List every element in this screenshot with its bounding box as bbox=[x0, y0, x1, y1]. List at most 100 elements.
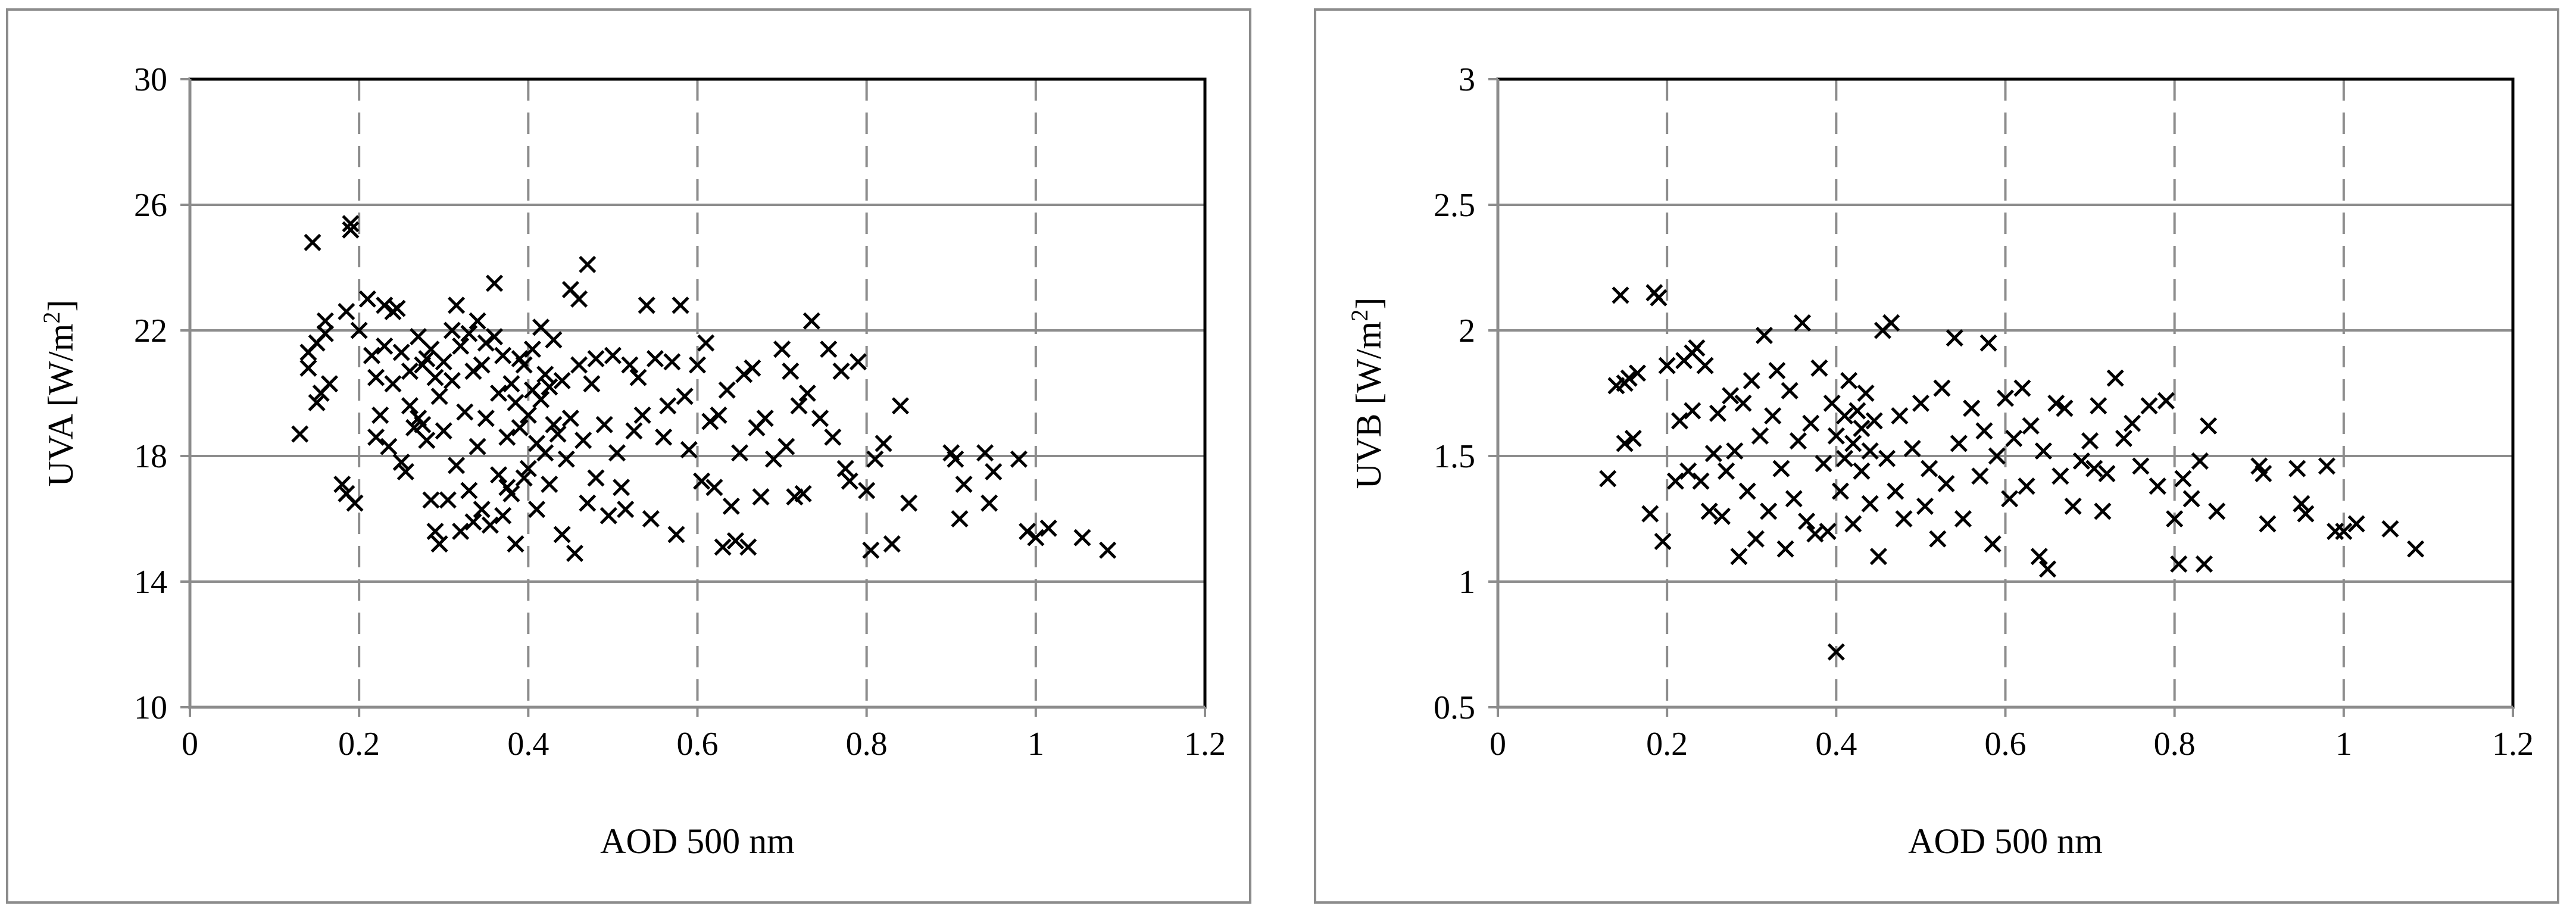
uva-data-point-154 bbox=[790, 397, 808, 415]
uvb-data-point-117 bbox=[2170, 555, 2188, 573]
uva-data-point-56 bbox=[460, 482, 478, 499]
uva-data-point-135 bbox=[701, 413, 719, 430]
uva-data-point-42 bbox=[426, 523, 444, 541]
uva-x-tick-label-2: 0.4 bbox=[507, 726, 549, 763]
uva-data-point-144 bbox=[739, 538, 757, 556]
uvb-data-point-66 bbox=[1865, 412, 1883, 430]
uva-data-point-142 bbox=[731, 444, 749, 462]
uva-data-point-168 bbox=[875, 435, 892, 452]
uvb-y-axis-title-main: UVB [W/m bbox=[1349, 321, 1388, 489]
uva-data-point-7 bbox=[316, 324, 334, 342]
uva-data-point-3 bbox=[304, 233, 321, 251]
uva-x-tick-label-6: 1.2 bbox=[1184, 726, 1226, 763]
uva-y-axis-title-sup: 2 bbox=[38, 312, 65, 324]
uvb-y-tick-label-0: 0.5 bbox=[1434, 689, 1475, 726]
uvb-data-point-11 bbox=[1654, 532, 1672, 551]
uva-data-point-136 bbox=[705, 479, 723, 496]
uva-data-point-167 bbox=[866, 450, 884, 468]
uva-data-point-19 bbox=[367, 369, 385, 386]
uva-data-point-29 bbox=[392, 454, 410, 471]
uva-y-axis-title-tail: ] bbox=[41, 300, 80, 312]
uva-data-point-78 bbox=[507, 394, 524, 411]
uvb-data-point-126 bbox=[2259, 515, 2277, 533]
uvb-data-point-53 bbox=[1827, 427, 1845, 445]
uva-data-point-123 bbox=[642, 510, 660, 528]
uva-data-point-125 bbox=[655, 428, 673, 446]
uva-data-point-112 bbox=[595, 416, 613, 433]
uva-data-point-124 bbox=[646, 349, 664, 368]
uva-y-tick-label-3: 22 bbox=[134, 313, 167, 349]
uvb-data-point-14 bbox=[1671, 412, 1689, 430]
uvb-chart-panel: 0 0.2 0.4 0.6 0.8 1 1.2 0.5 1 1.5 2 2.5 3 AOD 500 nm U… bbox=[1314, 8, 2559, 904]
uvb-data-point-116 bbox=[2166, 510, 2184, 528]
uvb-data-point-35 bbox=[1756, 326, 1773, 344]
uva-data-point-28 bbox=[392, 343, 410, 361]
uvb-data-point-67 bbox=[1869, 548, 1887, 566]
uvb-data-point-88 bbox=[1984, 535, 2002, 553]
uvb-data-point-94 bbox=[2018, 477, 2035, 495]
uvb-data-point-13 bbox=[1666, 472, 1684, 490]
uva-data-point-32 bbox=[401, 363, 419, 380]
uvb-data-point-134 bbox=[2381, 520, 2399, 538]
uvb-data-point-120 bbox=[2191, 452, 2209, 470]
uva-data-point-163 bbox=[841, 472, 858, 490]
uva-data-point-55 bbox=[456, 403, 474, 421]
uva-data-point-108 bbox=[579, 494, 597, 512]
uvb-data-point-1 bbox=[1607, 377, 1625, 395]
uva-data-point-170 bbox=[891, 397, 910, 415]
uvb-data-point-43 bbox=[1789, 432, 1807, 450]
uva-data-point-126 bbox=[659, 397, 677, 415]
uva-data-point-110 bbox=[587, 349, 605, 368]
uva-data-point-122 bbox=[638, 296, 655, 314]
uvb-data-point-41 bbox=[1781, 382, 1798, 399]
uva-data-point-166 bbox=[862, 541, 880, 559]
uva-data-point-82 bbox=[515, 356, 533, 374]
uva-data-point-38 bbox=[418, 349, 436, 368]
uvb-data-point-89 bbox=[1988, 447, 2006, 465]
uva-data-point-51 bbox=[448, 296, 466, 314]
uvb-data-point-8 bbox=[1641, 505, 1659, 523]
uvb-data-point-93 bbox=[2013, 379, 2031, 397]
uvb-data-point-31 bbox=[1738, 482, 1756, 500]
uva-data-point-37 bbox=[414, 416, 432, 433]
uvb-data-point-72 bbox=[1891, 407, 1909, 425]
uva-data-point-132 bbox=[688, 356, 707, 374]
uvb-x-tick-label-4: 0.8 bbox=[2154, 726, 2196, 763]
uva-data-point-165 bbox=[858, 482, 876, 499]
uvb-data-point-108 bbox=[2098, 465, 2116, 483]
uva-data-point-72 bbox=[494, 346, 512, 364]
uva-data-point-71 bbox=[494, 507, 512, 524]
uvb-data-point-40 bbox=[1776, 540, 1794, 558]
uva-data-point-90 bbox=[532, 391, 550, 408]
uva-data-point-2 bbox=[299, 359, 317, 377]
uvb-x-tick-label-0: 0 bbox=[1490, 726, 1506, 763]
uva-data-point-120 bbox=[629, 369, 647, 386]
uvb-data-point-30 bbox=[1734, 394, 1752, 412]
uva-data-point-121 bbox=[633, 406, 651, 424]
uvb-data-point-112 bbox=[2132, 457, 2150, 475]
uva-data-point-119 bbox=[625, 422, 643, 440]
uva-data-point-50 bbox=[443, 371, 461, 389]
uvb-data-point-129 bbox=[2297, 505, 2315, 523]
uva-x-tick-label-1: 0.2 bbox=[338, 726, 380, 763]
uvb-data-point-24 bbox=[1709, 404, 1726, 422]
uvb-y-axis-title-sup: 2 bbox=[1346, 310, 1373, 321]
uva-data-point-161 bbox=[832, 363, 850, 380]
uvb-data-point-5 bbox=[1620, 369, 1638, 387]
uvb-data-point-111 bbox=[2124, 414, 2141, 432]
uva-data-point-4 bbox=[308, 394, 326, 411]
uvb-x-tick-label-1: 0.2 bbox=[1646, 726, 1688, 763]
uvb-data-point-38 bbox=[1768, 361, 1786, 380]
uva-data-point-27 bbox=[388, 299, 406, 317]
uva-data-point-57 bbox=[460, 324, 478, 342]
uva-data-point-114 bbox=[604, 346, 622, 364]
uvb-data-point-106 bbox=[2090, 397, 2107, 415]
uvb-data-point-55 bbox=[1836, 407, 1854, 425]
uvb-data-point-39 bbox=[1772, 460, 1790, 477]
uva-data-point-13 bbox=[342, 215, 360, 233]
uva-data-point-69 bbox=[490, 466, 508, 484]
uvb-data-point-101 bbox=[2056, 399, 2074, 417]
uva-y-tick-label-4: 26 bbox=[134, 187, 167, 224]
uvb-data-point-60 bbox=[1849, 402, 1866, 420]
uva-data-point-33 bbox=[405, 419, 423, 437]
